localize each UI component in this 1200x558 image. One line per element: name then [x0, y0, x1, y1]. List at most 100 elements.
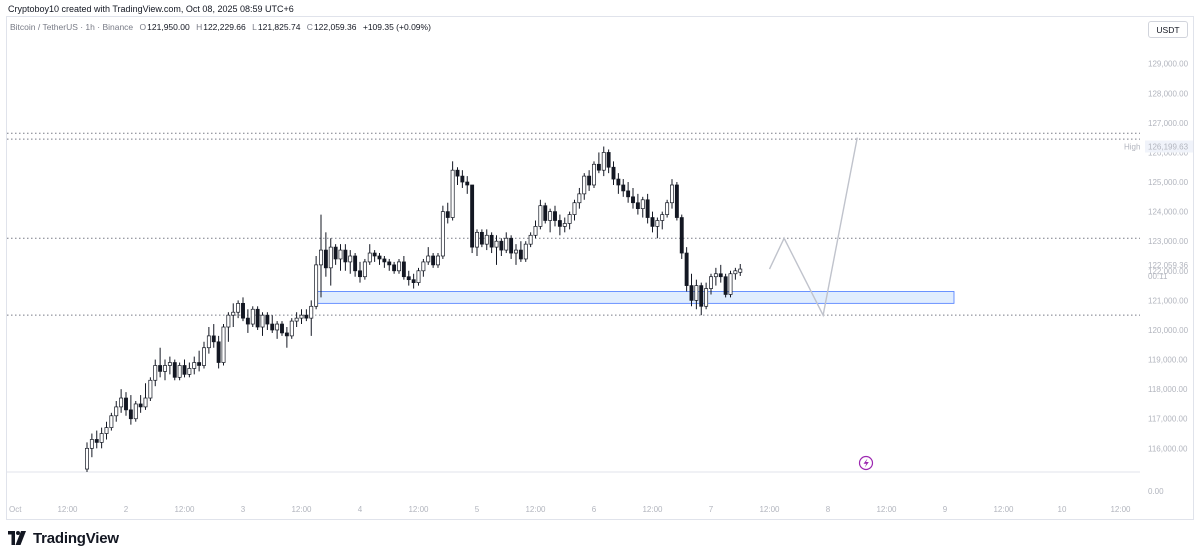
- candle-body: [309, 305, 314, 319]
- x-tick-label: 12:00: [1110, 505, 1131, 514]
- candle-body: [421, 261, 426, 272]
- candle: [562, 217, 567, 233]
- y-zero-label: 0.00: [1148, 487, 1164, 496]
- y-tick-label: 124,000.00: [1148, 208, 1189, 217]
- candle: [124, 392, 128, 416]
- candle: [494, 235, 499, 265]
- candle: [650, 211, 655, 233]
- candle: [182, 359, 187, 378]
- candle: [163, 359, 167, 381]
- candle: [280, 321, 284, 336]
- candle-body: [538, 205, 543, 227]
- candle-body: [713, 273, 718, 278]
- candle-body: [465, 181, 470, 186]
- y-tick-label: 116,000.00: [1148, 444, 1188, 453]
- candle: [119, 389, 124, 413]
- candle-body: [460, 175, 465, 183]
- candle-body: [699, 285, 704, 307]
- candle-body: [694, 285, 699, 301]
- candle: [514, 244, 518, 265]
- candle: [606, 149, 611, 174]
- candle: [397, 258, 401, 274]
- candle: [509, 235, 514, 259]
- candle-body: [709, 276, 713, 289]
- lightning-bolt: [863, 458, 869, 468]
- candle-body: [582, 175, 587, 195]
- candle: [611, 161, 616, 185]
- candle: [635, 193, 640, 215]
- candle: [333, 244, 338, 265]
- candle: [158, 347, 163, 378]
- candle: [738, 263, 743, 276]
- candle-body: [94, 439, 99, 443]
- candle: [284, 327, 289, 348]
- candle-body: [231, 311, 236, 316]
- candle-body: [358, 270, 362, 278]
- candle: [245, 309, 250, 333]
- candle-body: [377, 255, 382, 260]
- candle: [426, 247, 431, 265]
- candle-body: [260, 314, 265, 328]
- change-value: +109.35 (+0.09%): [362, 22, 431, 32]
- currency-button[interactable]: USDT: [1148, 21, 1188, 38]
- candle: [255, 306, 260, 330]
- candle: [99, 427, 104, 449]
- candle-body: [416, 270, 421, 283]
- candle-body: [650, 217, 655, 227]
- candle: [109, 412, 114, 431]
- candle-body: [601, 152, 606, 171]
- candle: [377, 253, 382, 265]
- candle-body: [518, 249, 523, 260]
- candle-body: [406, 276, 411, 281]
- candle-body: [241, 302, 245, 319]
- candle-body: [509, 237, 514, 254]
- candle: [533, 220, 538, 239]
- candle: [143, 383, 148, 410]
- candle-body: [450, 169, 455, 218]
- x-tick-label: Oct: [9, 505, 22, 514]
- candle: [382, 256, 387, 268]
- candle-body: [733, 270, 738, 275]
- candle-body: [543, 205, 548, 221]
- x-tick-label: 12:00: [876, 505, 897, 514]
- candle-body: [484, 234, 489, 245]
- candle-body: [392, 264, 397, 272]
- candle: [499, 238, 504, 256]
- candle: [138, 395, 143, 413]
- candle-body: [104, 427, 109, 434]
- candle: [265, 312, 270, 330]
- candle: [304, 309, 309, 322]
- candle-body: [674, 184, 679, 218]
- candle-body: [626, 190, 631, 198]
- candle: [538, 199, 543, 230]
- candle-body: [426, 255, 431, 263]
- y-tick-label: 118,000.00: [1148, 385, 1188, 394]
- candle-body: [592, 163, 596, 186]
- candle-body: [304, 314, 309, 319]
- candle-body: [284, 332, 289, 337]
- candle: [582, 173, 587, 200]
- candle: [299, 309, 304, 325]
- candle-body: [294, 317, 299, 322]
- tradingview-brand[interactable]: TradingView: [6, 528, 119, 548]
- candle: [465, 176, 470, 194]
- open-label: O: [139, 22, 147, 32]
- candle: [358, 261, 362, 283]
- candle-body: [562, 223, 567, 227]
- y-tick-label: 126,000.00: [1148, 148, 1189, 157]
- x-tick-label: 10: [1058, 505, 1067, 514]
- candle-body: [172, 362, 177, 378]
- candle-body: [133, 403, 138, 420]
- candle: [270, 315, 275, 333]
- candle: [421, 258, 426, 277]
- candle-body: [372, 252, 377, 257]
- candle: [241, 297, 245, 322]
- candle-body: [606, 152, 611, 168]
- candle: [153, 359, 158, 387]
- symbol-name: Bitcoin / TetherUS · 1h · Binance: [10, 22, 134, 32]
- candle: [211, 324, 216, 348]
- candle-body: [523, 243, 528, 260]
- candle-body: [143, 397, 148, 408]
- candle-body: [299, 314, 304, 319]
